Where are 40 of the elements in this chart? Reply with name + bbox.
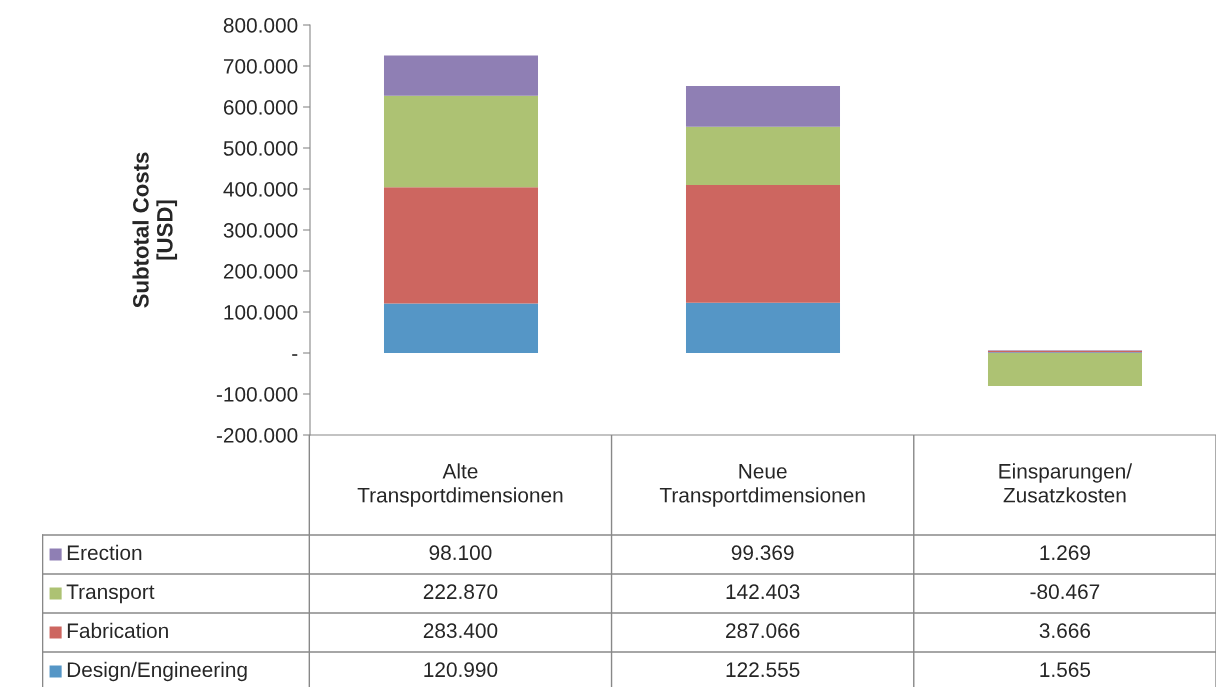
x-tick-label: Einsparungen/ Zusatzkosten: [999, 463, 1133, 503]
y-tick-label: -: [292, 354, 298, 356]
y-tick-label: 600.000: [223, 100, 298, 115]
y-tick-label: -100.000: [216, 387, 298, 402]
data-label: 120.990: [424, 662, 498, 678]
y-tick-label: 300.000: [223, 223, 298, 238]
bar: [383, 55, 539, 96]
legend-label: Erection: [67, 544, 142, 561]
bar: [685, 85, 841, 127]
legend-label: Fabrication: [67, 622, 168, 639]
data-label: 98.100: [429, 545, 492, 561]
bar: [685, 126, 841, 186]
data-label: 283.400: [423, 623, 498, 639]
y-tick-label: 100.000: [224, 305, 298, 320]
legend-label: Design/Engineering: [67, 661, 247, 682]
legend-label: Transport: [66, 584, 155, 604]
x-tick-label: Neue Transportdimensionen: [659, 464, 865, 507]
data-label: 287.066: [726, 623, 800, 639]
y-tick-label: -200.000: [216, 428, 298, 443]
data-label: 3.666: [1039, 623, 1091, 639]
bar: [383, 303, 539, 353]
data-label: 222.870: [423, 584, 498, 600]
bar: [383, 95, 539, 188]
y-tick-label: 700.000: [223, 59, 298, 74]
data-label: -80.467: [1030, 584, 1100, 600]
y-axis-title: Subtotal Costs [USD]: [132, 152, 178, 308]
bar: [685, 302, 841, 353]
data-label: 99.369: [731, 545, 794, 561]
y-tick-label: 500.000: [223, 141, 298, 156]
x-tick-label: Alte Transportdimensionen: [357, 463, 563, 507]
bar: [383, 187, 539, 304]
bar: [685, 185, 841, 303]
bar: [987, 353, 1143, 386]
data-label: 1.269: [1040, 545, 1090, 561]
y-tick-label: 200.000: [223, 264, 298, 279]
data-label: 142.403: [726, 584, 800, 600]
data-label: 1.565: [1040, 662, 1091, 678]
y-tick-label: 800.000: [223, 18, 298, 33]
data-label: 122.555: [726, 662, 800, 678]
y-tick-label: 400.000: [223, 182, 298, 197]
